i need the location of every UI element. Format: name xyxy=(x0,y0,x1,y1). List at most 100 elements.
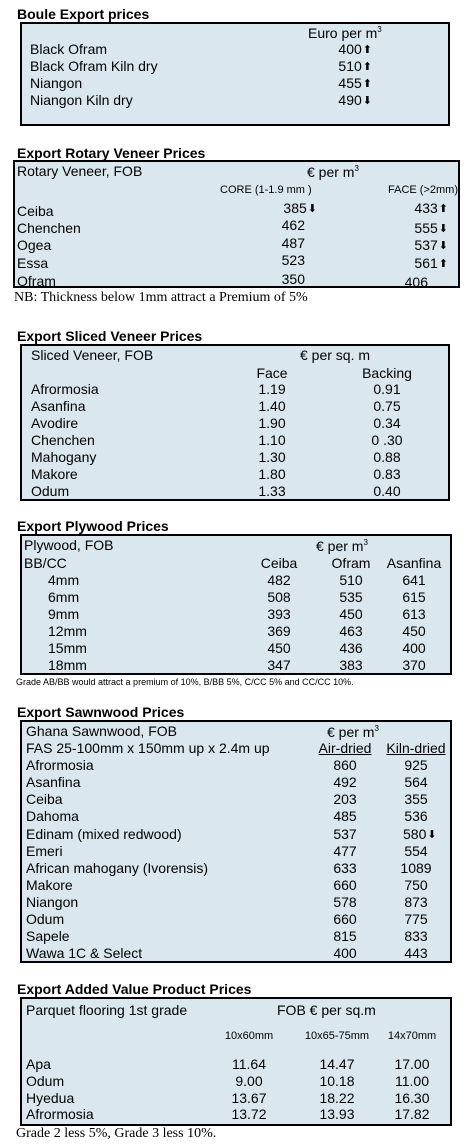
boule-row-price: 455⬆ xyxy=(338,75,372,91)
sawn-row-name: Edinam (mixed redwood) xyxy=(26,826,182,842)
sawn-row-kiln: 355 xyxy=(404,791,428,807)
plywood-row-size: 6mm xyxy=(48,589,80,605)
sliced-header: Sliced Veneer, FOB xyxy=(31,347,154,363)
sawn-box: Ghana Sawnwood, FOB € per m3 FAS 25-100m… xyxy=(20,720,452,963)
rotary-row-name: Essa xyxy=(17,255,49,271)
rotary-row-core: 385⬇ xyxy=(283,200,317,216)
sawn-row-name: Dahoma xyxy=(26,808,79,824)
sawn-row-kiln: 1089 xyxy=(400,860,432,876)
sliced-row-face: 1.10 xyxy=(258,432,286,448)
sawn-row-kiln: 873 xyxy=(404,894,428,910)
boule-unit-header: Euro per m3 xyxy=(308,25,382,41)
rotary-unit-header: € per m3 xyxy=(307,164,359,180)
plywood-cell: 613 xyxy=(402,606,426,622)
plywood-header: Plywood, FOB xyxy=(24,537,114,553)
plywood-cell: 450 xyxy=(267,640,291,656)
plywood-cell: 393 xyxy=(267,606,291,622)
boule-row-price: 510⬆ xyxy=(338,58,372,74)
plywood-row-size: 9mm xyxy=(48,606,80,622)
plywood-row-size: 15mm xyxy=(48,640,87,656)
added-note: Grade 2 less 5%, Grade 3 less 10%. xyxy=(16,1126,217,1141)
rotary-row-name: Ofram xyxy=(17,273,56,289)
plywood-title: Export Plywood Prices xyxy=(17,518,169,534)
added-col: 10x60mm xyxy=(224,1030,274,1042)
sliced-row-backing: 0.91 xyxy=(373,381,401,397)
down-arrow-icon: ⬇ xyxy=(438,223,448,235)
plywood-box: Plywood, FOB € per m3 BB/CC Ceiba Ofram … xyxy=(20,534,452,675)
sawn-col-kiln: Kiln-dried xyxy=(386,740,446,756)
sliced-row-name: Afrormosia xyxy=(31,381,99,397)
sawn-row-kiln: 536 xyxy=(404,808,428,824)
boule-row-name: Black Ofram Kiln dry xyxy=(30,58,158,74)
boule-row-name: Niangon Kiln dry xyxy=(30,92,133,108)
up-arrow-icon: ⬆ xyxy=(362,61,372,73)
boule-box: Euro per m3 Black Ofram 400⬆ Black Ofram… xyxy=(20,22,450,126)
boule-row-name: Black Ofram xyxy=(30,41,108,57)
rotary-note: NB: Thickness below 1mm attract a Premiu… xyxy=(14,290,308,305)
plywood-col: Ceiba xyxy=(260,555,298,571)
up-arrow-icon: ⬆ xyxy=(438,203,448,215)
added-cell: 17.82 xyxy=(394,1106,430,1122)
added-cell: 11.00 xyxy=(395,1073,429,1089)
plywood-cell: 347 xyxy=(267,657,291,673)
sawn-row-name: Ceiba xyxy=(26,791,63,807)
added-cell: 17.00 xyxy=(394,1056,430,1072)
plywood-cell: 463 xyxy=(339,623,363,639)
plywood-cell: 450 xyxy=(402,623,426,639)
rotary-col-core: CORE (1-1.9 mm ) xyxy=(220,184,312,196)
plywood-row-size: 18mm xyxy=(48,657,87,673)
added-cell: 11.64 xyxy=(232,1056,266,1072)
sliced-row-face: 1.33 xyxy=(258,483,286,499)
plywood-row-size: 4mm xyxy=(48,572,80,588)
sliced-col-backing: Backing xyxy=(362,365,412,381)
sawn-row-air: 400 xyxy=(333,945,357,961)
added-cell: 18.22 xyxy=(319,1090,355,1106)
plywood-cell: 641 xyxy=(402,572,426,588)
plywood-cell: 615 xyxy=(402,589,426,605)
added-cell: 13.72 xyxy=(231,1106,267,1122)
plywood-note: Grade AB/BB would attract a premium of 1… xyxy=(16,677,354,687)
sawn-row-kiln: 750 xyxy=(404,877,428,893)
sliced-row-face: 1.19 xyxy=(258,381,286,397)
added-col: 10x65-75mm xyxy=(304,1030,370,1042)
sawn-row-name: Wawa 1C & Select xyxy=(26,945,143,961)
sliced-row-name: Asanfina xyxy=(31,398,86,414)
sliced-row-name: Avodire xyxy=(31,415,79,431)
plywood-cell: 482 xyxy=(267,572,291,588)
added-row-name: Hyedua xyxy=(26,1090,75,1106)
sawn-row-name: Makore xyxy=(26,877,73,893)
added-cell: 10.18 xyxy=(319,1073,355,1089)
sliced-row-backing: 0.40 xyxy=(373,483,401,499)
sliced-row-face: 1.30 xyxy=(258,449,286,465)
added-row-name: Apa xyxy=(26,1056,51,1072)
boule-row-price: 490⬇ xyxy=(338,92,372,108)
sliced-row-name: Odum xyxy=(31,483,70,499)
plywood-cell: 436 xyxy=(339,640,363,656)
sawn-row-air: 578 xyxy=(333,894,357,910)
added-row-name: Afrormosia xyxy=(26,1106,94,1122)
sliced-box: Sliced Veneer, FOB € per sq. m Face Back… xyxy=(20,344,450,501)
sawn-row-air: 660 xyxy=(333,877,357,893)
sliced-title: Export Sliced Veneer Prices xyxy=(17,328,203,344)
sawn-row-name: Emeri xyxy=(26,843,63,859)
rotary-col-face: FACE (>2mm) xyxy=(388,184,458,196)
sawn-row-name: Afrormosia xyxy=(26,757,94,773)
sliced-row-backing: 0.75 xyxy=(373,398,401,414)
up-arrow-icon: ⬆ xyxy=(438,258,448,270)
rotary-row-face: 561⬆ xyxy=(414,255,448,271)
rotary-row-core: 462 xyxy=(281,217,305,233)
plywood-grade: BB/CC xyxy=(24,555,67,571)
added-cell: 14.47 xyxy=(319,1056,355,1072)
plywood-row-size: 12mm xyxy=(48,623,87,639)
sliced-row-backing: 0 .30 xyxy=(371,432,403,448)
sawn-row-air: 492 xyxy=(333,774,357,790)
added-box: Parquet flooring 1st grade FOB € per sq.… xyxy=(20,997,452,1126)
rotary-row-name: Ceiba xyxy=(17,203,54,219)
boule-row-price: 400⬆ xyxy=(338,41,372,57)
sawn-row-air: 633 xyxy=(333,860,357,876)
sliced-unit-header: € per sq. m xyxy=(300,347,371,363)
sawn-row-kiln: 925 xyxy=(404,757,428,773)
sawn-row-kiln: 775 xyxy=(404,911,428,927)
rotary-row-face: 555⬇ xyxy=(414,220,448,236)
sliced-row-face: 1.80 xyxy=(258,466,286,482)
